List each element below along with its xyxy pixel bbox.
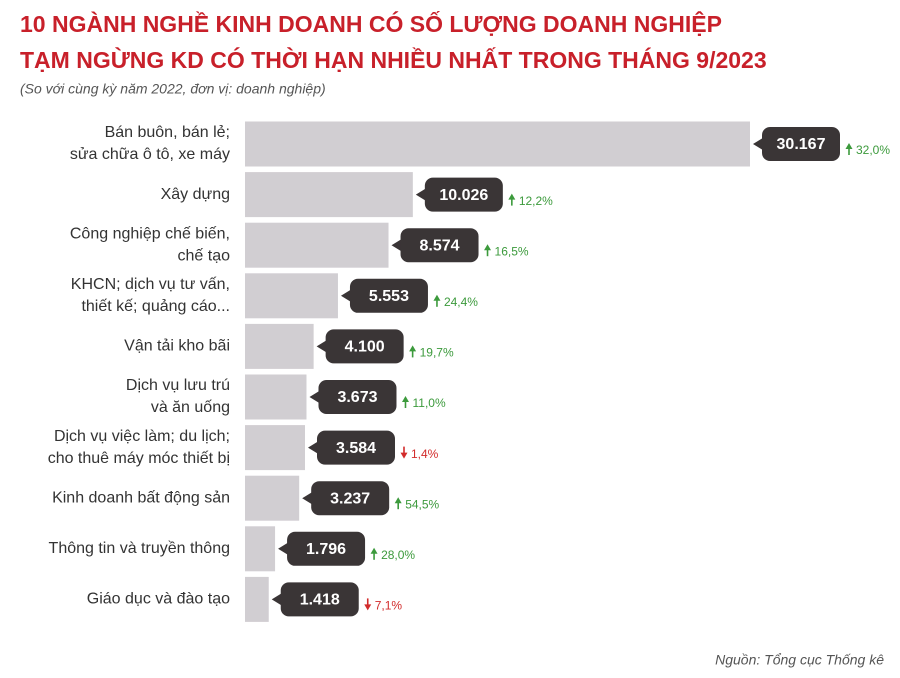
change-label: 1,4% <box>411 447 439 461</box>
bar <box>245 172 413 218</box>
category-label: KHCN; dịch vụ tư vấn, <box>71 276 230 293</box>
change-label: 28,0% <box>381 548 415 562</box>
chart-title: TẠM NGỪNG KD CÓ THỜI HẠN NHIỀU NHẤT TRON… <box>20 46 767 73</box>
label-bubble <box>349 278 428 313</box>
category-label: Thông tin và truyền thông <box>49 540 230 557</box>
change-label: 54,5% <box>405 497 439 511</box>
label-bubble <box>400 228 479 263</box>
change-arrow <box>364 598 372 611</box>
value-label: 3.237 <box>330 490 370 507</box>
source: Nguồn: Tổng cục Thống kê <box>715 652 884 668</box>
label-bubble <box>280 582 359 617</box>
change-arrow <box>394 497 402 510</box>
bar <box>245 222 389 268</box>
arrow-head <box>401 396 409 402</box>
label-bubble <box>316 430 395 465</box>
label-bubble <box>424 177 503 212</box>
bar <box>245 425 305 471</box>
value-label: 5.553 <box>369 288 409 305</box>
category-label: thiết kế; quảng cáo... <box>81 298 230 315</box>
change-label: 11,0% <box>412 396 445 410</box>
change-label: 7,1% <box>375 599 403 613</box>
arrow-head <box>433 294 441 301</box>
bar <box>245 475 300 521</box>
value-label: 4.100 <box>345 339 385 356</box>
change-arrow <box>845 143 853 155</box>
arrow-head <box>370 547 378 554</box>
arrow-head <box>508 193 516 200</box>
arrow-head <box>484 244 492 251</box>
change-label: 32,0% <box>856 143 890 157</box>
arrow-head <box>409 345 417 352</box>
change-arrow <box>370 547 378 560</box>
category-label: chế tạo <box>178 247 231 264</box>
bar <box>245 121 750 167</box>
label-bubble <box>287 531 366 566</box>
value-label: 3.673 <box>337 389 377 406</box>
category-label: cho thuê máy móc thiết bị <box>48 450 230 467</box>
category-label: Kinh doanh bất động sản <box>52 489 230 506</box>
value-label: 8.574 <box>420 237 460 254</box>
category-label: Xây dựng <box>161 186 230 203</box>
bar <box>245 526 276 572</box>
arrow-head <box>394 497 402 504</box>
chart-title: 10 NGÀNH NGHỀ KINH DOANH CÓ SỐ LƯỢNG DOA… <box>20 10 722 37</box>
label-bubble <box>318 380 397 414</box>
category-label: Dịch vụ việc làm; du lịch; <box>54 428 230 445</box>
category-label: và ăn uống <box>151 399 230 416</box>
change-label: 19,7% <box>420 346 454 360</box>
subtitle: (So với cùng kỳ năm 2022, đơn vị: doanh … <box>20 81 326 97</box>
label-bubble <box>762 127 840 161</box>
bar <box>245 374 307 420</box>
change-label: 12,2% <box>519 194 553 208</box>
bar <box>245 273 338 319</box>
category-label: Vận tải kho bãi <box>124 338 230 355</box>
change-arrow <box>508 193 516 206</box>
category-label: Bán buôn, bán lẻ; <box>105 124 230 141</box>
value-label: 30.167 <box>777 136 826 153</box>
arrow-head <box>845 143 853 149</box>
value-label: 1.796 <box>306 541 346 558</box>
change-arrow <box>409 345 417 358</box>
bar <box>245 323 314 369</box>
category-label: Dịch vụ lưu trú <box>126 377 230 394</box>
change-label: 16,5% <box>495 244 529 258</box>
value-label: 1.418 <box>300 592 340 609</box>
arrow-head <box>400 452 408 459</box>
label-bubble <box>311 481 390 516</box>
arrow-head <box>364 604 372 611</box>
category-label: sửa chữa ô tô, xe máy <box>70 146 230 163</box>
bar <box>245 576 269 622</box>
change-label: 24,4% <box>444 295 478 309</box>
change-arrow <box>484 244 492 257</box>
category-label: Giáo dục và đào tạo <box>87 591 230 608</box>
category-label: Công nghiệp chế biến, <box>70 225 230 242</box>
change-arrow <box>400 446 408 459</box>
label-bubble <box>325 329 404 364</box>
value-label: 10.026 <box>439 187 488 204</box>
change-arrow <box>401 396 409 408</box>
value-label: 3.584 <box>336 440 376 457</box>
change-arrow <box>433 294 441 307</box>
